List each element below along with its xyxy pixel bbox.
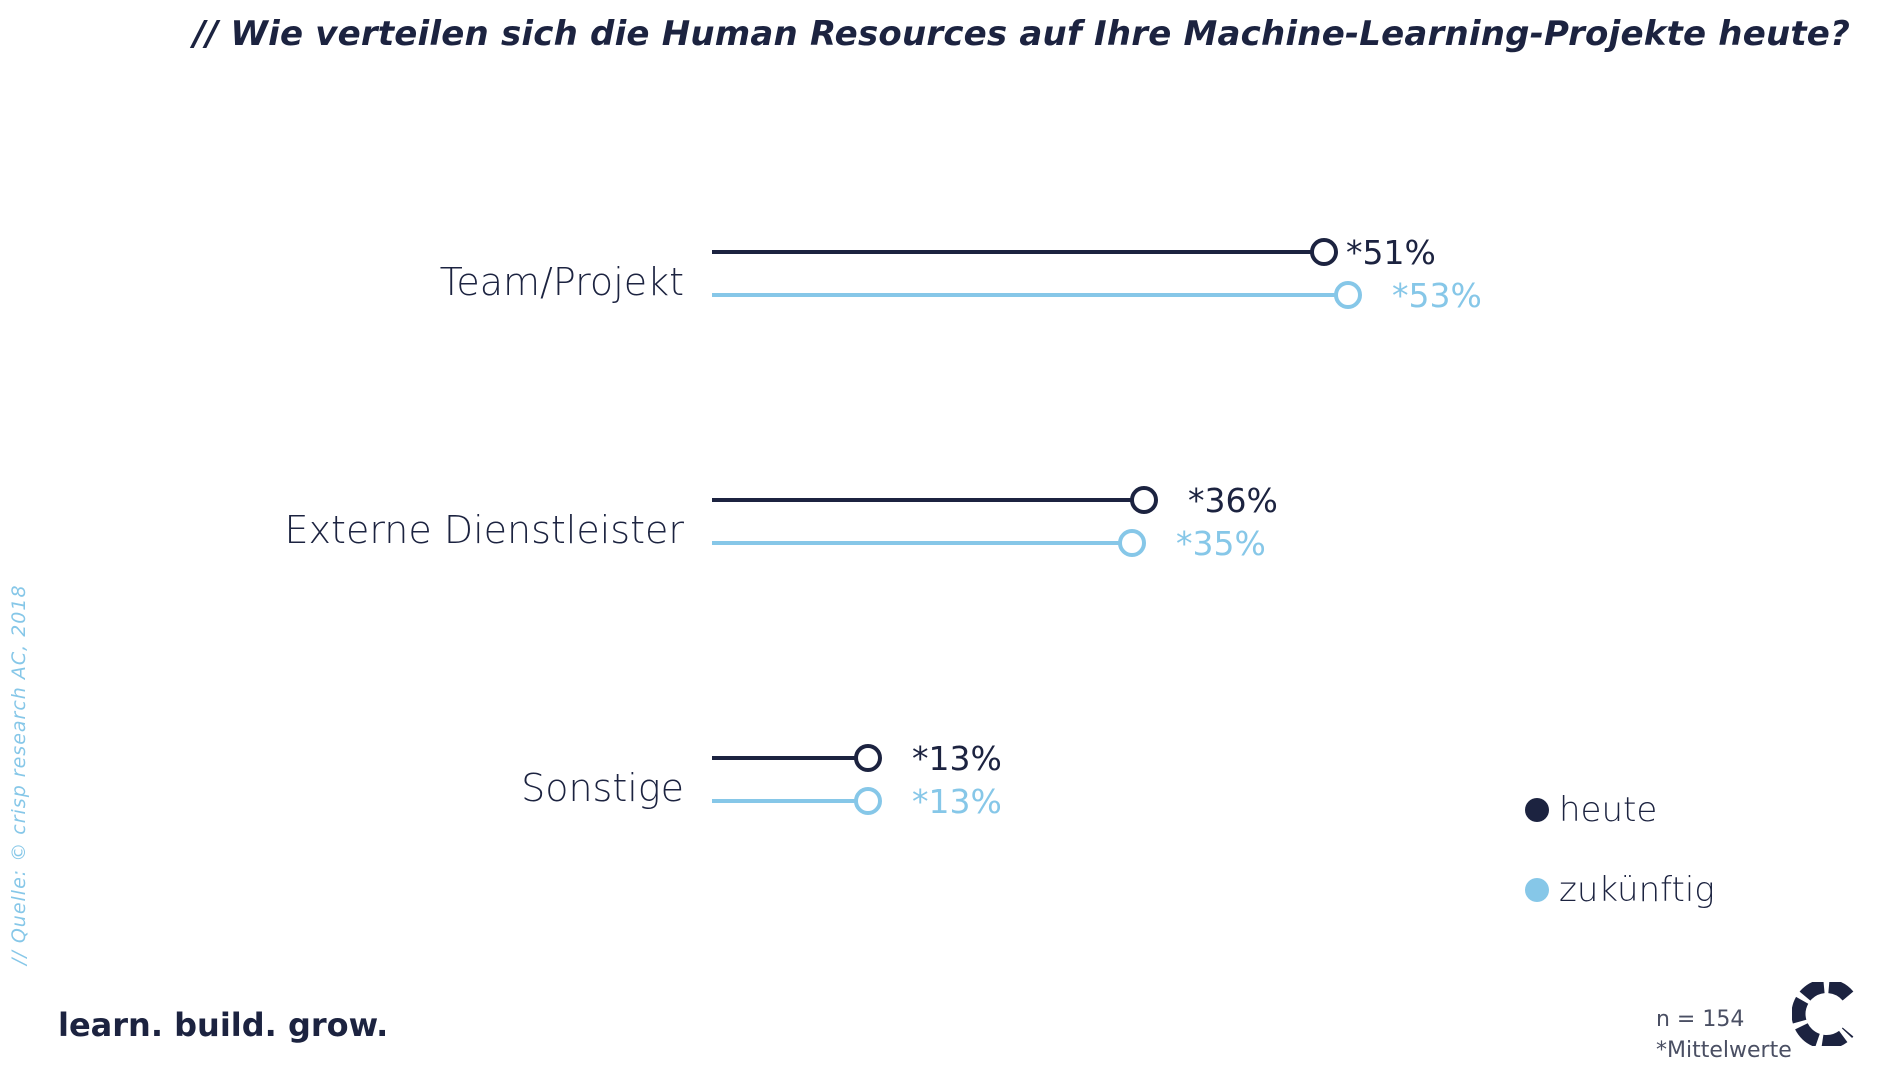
value-label-zukuenftig: *35% (1176, 524, 1266, 563)
legend-item-heute: heute (1525, 790, 1657, 830)
lollipop-point-heute (1130, 486, 1158, 514)
sample-info: n = 154 *Mittelwerte (1656, 1004, 1792, 1066)
value-label-heute: *36% (1188, 481, 1278, 520)
legend-item-zukuenftig: zukünftig (1525, 870, 1715, 910)
lollipop-point-heute (1310, 238, 1338, 266)
value-label-heute: *13% (912, 739, 1002, 778)
category-label: Sonstige (521, 766, 684, 810)
lollipop-point-heute (854, 744, 882, 772)
category-label: Team/Projekt (440, 260, 684, 304)
legend-dot-heute-icon (1525, 798, 1549, 822)
footnote: *Mittelwerte (1656, 1038, 1792, 1063)
tagline: learn. build. grow. (58, 1006, 389, 1044)
sample-size: n = 154 (1656, 1007, 1745, 1032)
category-label: Externe Dienstleister (285, 508, 685, 552)
lollipop-point-zukuenftig (1118, 529, 1146, 557)
legend-label-heute: heute (1559, 790, 1658, 830)
legend-label-zukuenftig: zukünftig (1559, 870, 1715, 910)
source-note: // Quelle: © crisp research AC, 2018 (8, 584, 30, 965)
value-label-zukuenftig: *13% (912, 782, 1002, 821)
value-label-heute: *51% (1346, 233, 1436, 272)
lollipop-point-zukuenftig (1334, 281, 1362, 309)
chart-title: // Wie verteilen sich die Human Resource… (193, 14, 1850, 54)
legend-dot-zukuenftig-icon (1525, 878, 1549, 902)
lollipop-point-zukuenftig (854, 787, 882, 815)
crisp-logo-icon (1792, 982, 1854, 1046)
value-label-zukuenftig: *53% (1392, 276, 1482, 315)
